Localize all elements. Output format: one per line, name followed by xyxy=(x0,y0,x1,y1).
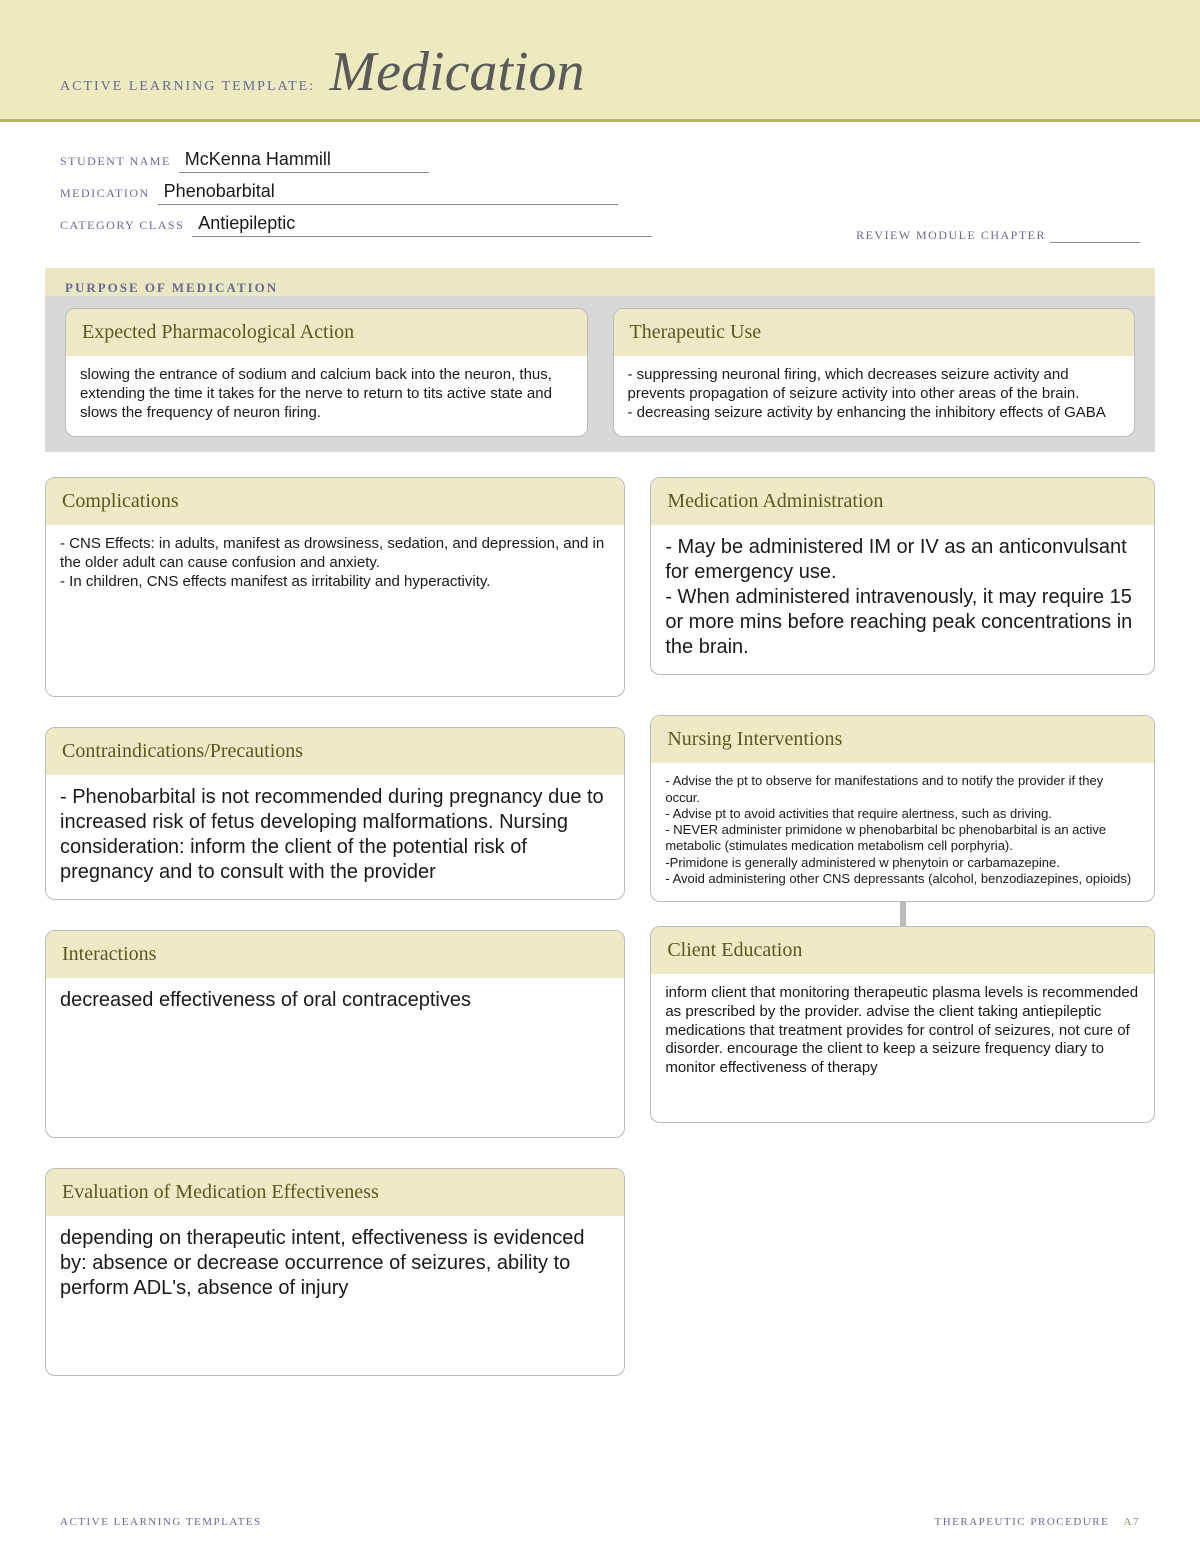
field-category: CATEGORY CLASS Antiepileptic xyxy=(60,211,856,237)
admin-title: Medication Administration xyxy=(651,478,1154,525)
footer-left: ACTIVE LEARNING TEMPLATES xyxy=(60,1516,262,1528)
therapeutic-use-body: - suppressing neuronal firing, which dec… xyxy=(614,356,1135,436)
contra-body: - Phenobarbital is not recommended durin… xyxy=(46,775,624,899)
column-left: Complications - CNS Effects: in adults, … xyxy=(45,477,625,1375)
footer: ACTIVE LEARNING TEMPLATES THERAPEUTIC PR… xyxy=(60,1516,1140,1528)
complications-title: Complications xyxy=(46,478,624,525)
interactions-text: decreased effectiveness of oral contrace… xyxy=(60,989,471,1011)
content-area: Complications - CNS Effects: in adults, … xyxy=(45,477,1155,1375)
nursing-body: - Advise the pt to observe for manifesta… xyxy=(651,763,1154,901)
box-interactions: Interactions decreased effectiveness of … xyxy=(45,930,625,1138)
client-ed-title: Client Education xyxy=(651,927,1154,974)
header-band: ACTIVE LEARNING TEMPLATE: Medication xyxy=(0,0,1200,122)
pharm-action-body: slowing the entrance of sodium and calci… xyxy=(66,356,587,436)
box-complications: Complications - CNS Effects: in adults, … xyxy=(45,477,625,696)
eval-body: depending on therapeutic intent, effecti… xyxy=(46,1216,624,1375)
complications-text: - CNS Effects: in adults, manifest as dr… xyxy=(60,535,604,590)
box-pharm-action: Expected Pharmacological Action slowing … xyxy=(65,308,588,437)
contra-title: Contraindications/Precautions xyxy=(46,728,624,775)
field-student-name: STUDENT NAME McKenna Hammill xyxy=(60,147,856,173)
template-label: ACTIVE LEARNING TEMPLATE: xyxy=(60,79,315,95)
field-medication: MEDICATION Phenobarbital xyxy=(60,179,856,205)
box-nursing: Nursing Interventions - Advise the pt to… xyxy=(650,715,1155,902)
interactions-title: Interactions xyxy=(46,931,624,978)
medication-label: MEDICATION xyxy=(60,186,150,201)
purpose-section-header: PURPOSE OF MEDICATION xyxy=(45,268,1155,296)
footer-right-group: THERAPEUTIC PROCEDURE A7 xyxy=(934,1516,1140,1528)
medication-value[interactable]: Phenobarbital xyxy=(158,179,618,205)
box-client-education: Client Education inform client that moni… xyxy=(650,926,1155,1123)
eval-title: Evaluation of Medication Effectiveness xyxy=(46,1169,624,1216)
column-right: Medication Administration - May be admin… xyxy=(650,477,1155,1375)
category-label: CATEGORY CLASS xyxy=(60,218,184,233)
interactions-body: decreased effectiveness of oral contrace… xyxy=(46,978,624,1137)
pharm-action-title: Expected Pharmacological Action xyxy=(66,309,587,356)
review-value[interactable] xyxy=(1050,227,1140,243)
nursing-title: Nursing Interventions xyxy=(651,716,1154,763)
purpose-boxes: Expected Pharmacological Action slowing … xyxy=(45,296,1155,452)
footer-page: A7 xyxy=(1124,1516,1140,1528)
box-therapeutic-use: Therapeutic Use - suppressing neuronal f… xyxy=(613,308,1136,437)
box-contraindications: Contraindications/Precautions - Phenobar… xyxy=(45,727,625,900)
therapeutic-use-title: Therapeutic Use xyxy=(614,309,1135,356)
connector-line xyxy=(900,902,906,926)
client-ed-body: inform client that monitoring therapeuti… xyxy=(651,974,1154,1122)
field-review-module: REVIEW MODULE CHAPTER xyxy=(856,147,1140,243)
form-fields: STUDENT NAME McKenna Hammill MEDICATION … xyxy=(0,122,1200,253)
complications-body: - CNS Effects: in adults, manifest as dr… xyxy=(46,525,624,695)
student-name-label: STUDENT NAME xyxy=(60,154,171,169)
review-label: REVIEW MODULE CHAPTER xyxy=(856,228,1046,243)
category-value[interactable]: Antiepileptic xyxy=(192,211,652,237)
client-ed-text: inform client that monitoring therapeuti… xyxy=(665,984,1138,1076)
box-evaluation: Evaluation of Medication Effectiveness d… xyxy=(45,1168,625,1376)
footer-right: THERAPEUTIC PROCEDURE xyxy=(934,1516,1109,1528)
template-title: Medication xyxy=(330,40,585,104)
purpose-label: PURPOSE OF MEDICATION xyxy=(65,280,1135,296)
box-administration: Medication Administration - May be admin… xyxy=(650,477,1155,675)
admin-body: - May be administered IM or IV as an ant… xyxy=(651,525,1154,674)
eval-text: depending on therapeutic intent, effecti… xyxy=(60,1227,584,1299)
student-name-value[interactable]: McKenna Hammill xyxy=(179,147,429,173)
